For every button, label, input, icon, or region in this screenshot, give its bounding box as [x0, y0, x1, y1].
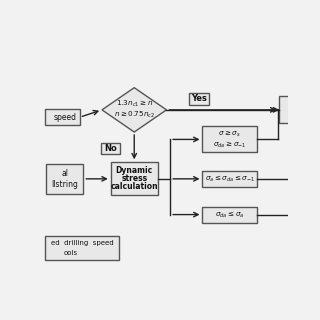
Text: stress: stress: [121, 174, 147, 183]
Text: $\sigma \geq \sigma_s$: $\sigma \geq \sigma_s$: [219, 129, 241, 139]
Polygon shape: [102, 88, 166, 132]
Text: al: al: [61, 169, 68, 178]
Text: No: No: [104, 144, 117, 153]
Bar: [203, 207, 257, 223]
Text: $\sigma_{da} \geq \sigma_{-1}$: $\sigma_{da} \geq \sigma_{-1}$: [213, 140, 246, 150]
Text: Yes: Yes: [191, 94, 207, 103]
Text: llstring: llstring: [52, 180, 78, 189]
Text: $\sigma_a \leq \sigma_{da} \leq \sigma_{-1}$: $\sigma_a \leq \sigma_{da} \leq \sigma_{…: [204, 174, 255, 184]
Text: $1.3n_{c1} \geq n$: $1.3n_{c1} \geq n$: [116, 98, 153, 108]
Text: calculation: calculation: [110, 182, 158, 191]
Text: $n \geq 0.75n_{c2}$: $n \geq 0.75n_{c2}$: [114, 110, 155, 120]
Text: speed: speed: [53, 113, 76, 122]
Bar: [203, 126, 257, 152]
Text: Dynamic: Dynamic: [116, 166, 153, 175]
Bar: [111, 162, 158, 196]
Bar: [46, 164, 84, 194]
Bar: [279, 96, 289, 124]
Bar: [203, 171, 257, 187]
Text: ools: ools: [64, 250, 78, 256]
Text: ed  drilling  speed: ed drilling speed: [51, 240, 114, 246]
Text: $\sigma_{da} \leq \sigma_a$: $\sigma_{da} \leq \sigma_a$: [215, 210, 244, 220]
Bar: [45, 109, 80, 125]
Bar: [101, 142, 120, 154]
Bar: [45, 236, 119, 260]
Bar: [189, 93, 209, 105]
